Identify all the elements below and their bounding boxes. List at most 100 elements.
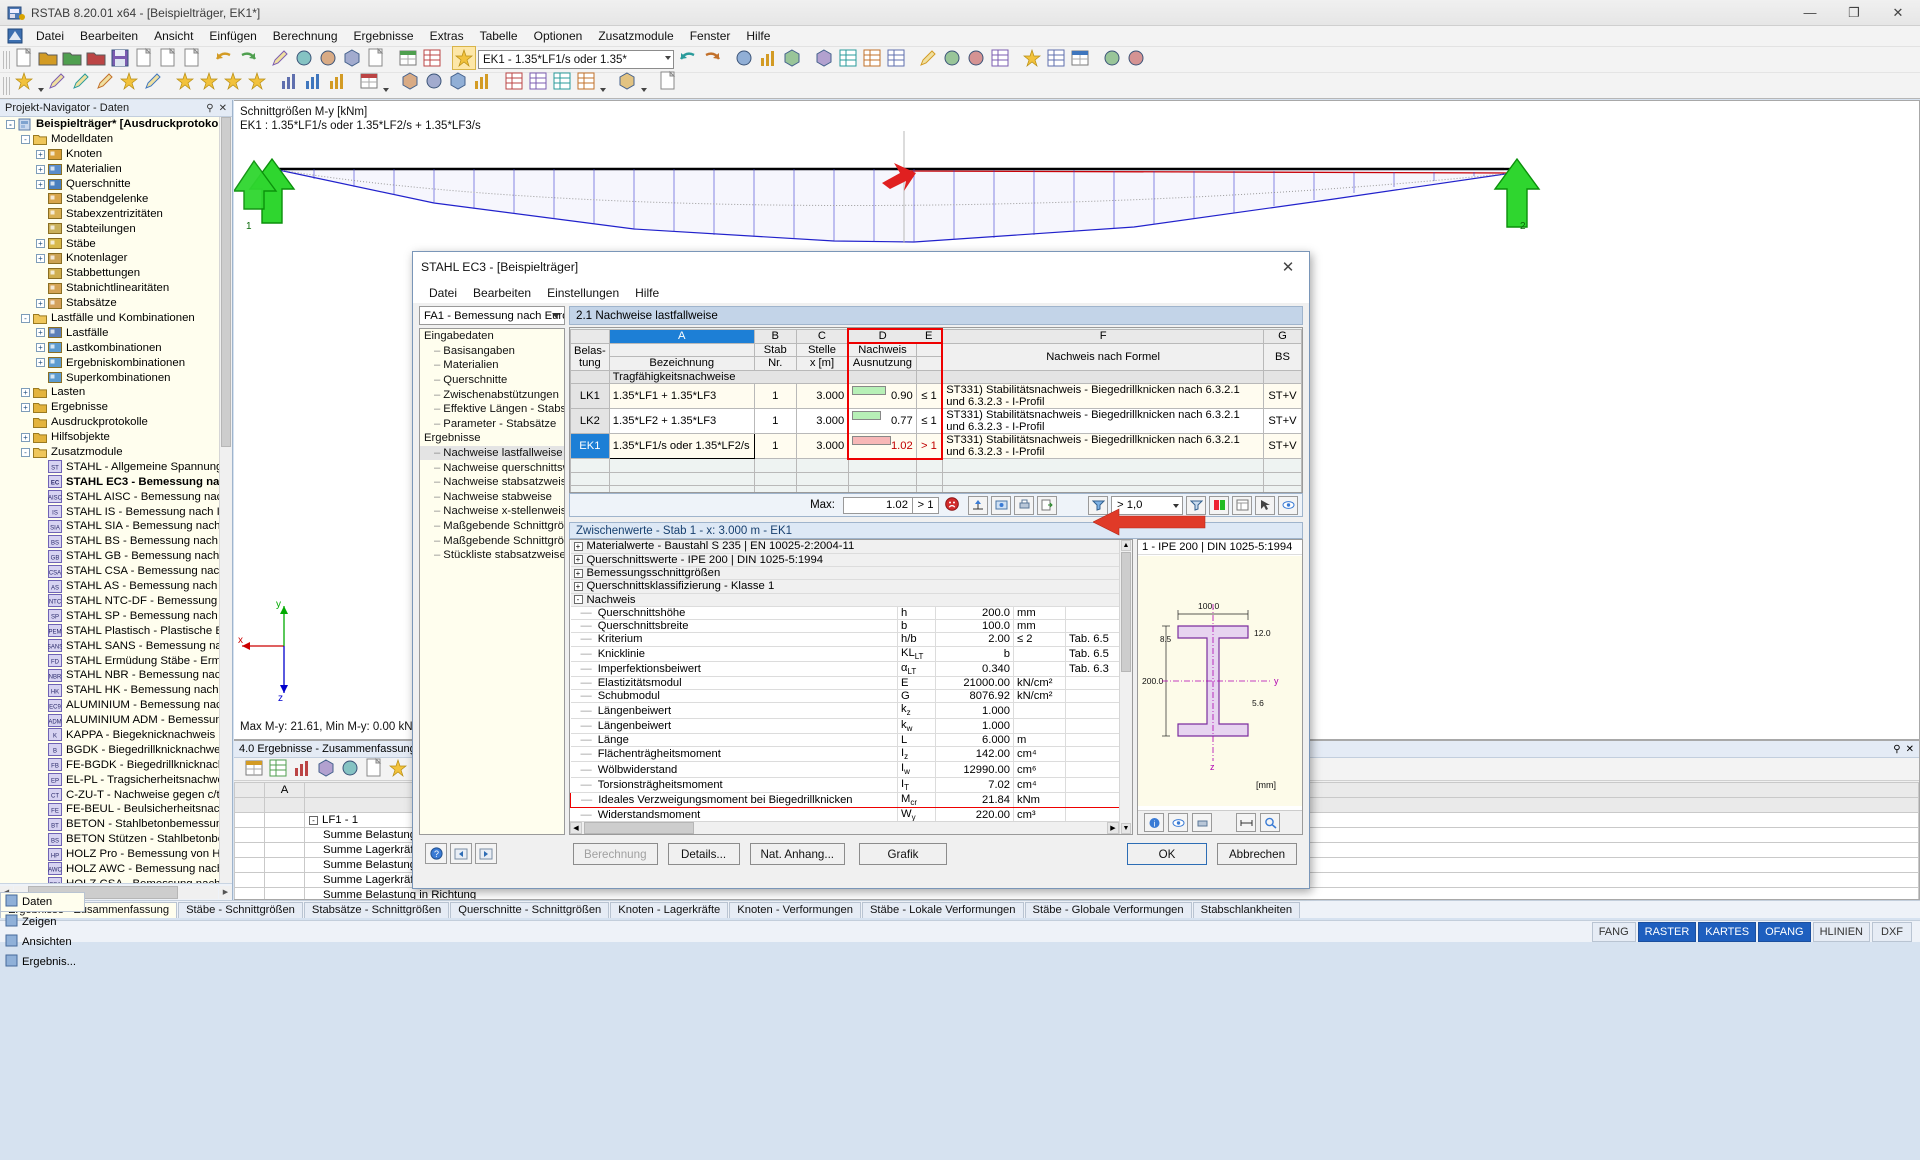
expand-icon[interactable]: +	[36, 328, 45, 338]
nav-item-30[interactable]: CSA STAHL CSA - Bemessung nach CSA	[0, 564, 232, 579]
res-row-desc[interactable]: Summe Belastung in Richtung	[304, 887, 1919, 899]
table-settings-icon[interactable]	[1232, 495, 1252, 515]
hscrollbar-thumb[interactable]	[584, 822, 694, 834]
load-new-icon[interactable]	[278, 70, 300, 92]
select-row-icon[interactable]	[1255, 495, 1275, 515]
redo-icon[interactable]	[237, 47, 259, 69]
nav-item-38[interactable]: HK STAHL HK - Bemessung nach HK	[0, 683, 232, 698]
expand-icon[interactable]: +	[36, 164, 45, 174]
res-refresh-icon[interactable]	[339, 757, 361, 779]
expand-icon[interactable]: +	[36, 239, 45, 249]
expand-icon[interactable]: +	[36, 253, 45, 263]
dialog-menu-hilfe[interactable]: Hilfe	[635, 285, 660, 300]
scroll-left-icon[interactable]: ◀	[570, 822, 582, 834]
detail-values-panel[interactable]: + Materialwerte - Baustahl S 235 | EN 100…	[569, 539, 1133, 835]
dialog-nav-2[interactable]: – Materialien	[420, 358, 564, 373]
dialog-nav-14[interactable]: –Maßgebende Schnittgrößen sta	[420, 533, 564, 548]
dialog-nav-list[interactable]: Eingabedaten – Basisangaben – Materialien – Qu…	[419, 328, 565, 835]
nav-item-11[interactable]: Stabnichtlinearitäten	[0, 281, 232, 296]
collapse-icon[interactable]: -	[21, 447, 30, 457]
collapse-icon[interactable]: -	[21, 134, 30, 144]
dialog-nav-11[interactable]: – Nachweise stabweise	[420, 490, 564, 505]
res-select-icon[interactable]	[387, 757, 409, 779]
zoom-in-icon[interactable]	[293, 47, 315, 69]
menu-fenster[interactable]: Fenster	[689, 29, 731, 43]
nav-item-27[interactable]: SIA STAHL SIA - Bemessung nach SIA	[0, 519, 232, 534]
new-file-icon[interactable]	[13, 47, 35, 69]
expand-icon[interactable]: +	[573, 581, 583, 591]
dialog-nav-8[interactable]: – Nachweise lastfallweise	[420, 445, 564, 461]
tab-stabschlankheiten[interactable]: Stabschlankheiten	[1192, 902, 1301, 918]
help-icon[interactable]	[1125, 47, 1147, 69]
nav-item-46[interactable]: FE FE-BEUL - Beulsicherheitsnachweis	[0, 802, 232, 817]
scroll-right-icon[interactable]: ▶	[1107, 822, 1119, 834]
nav-item-48[interactable]: BS BETON Stützen - Stahlbetonbeme	[0, 832, 232, 847]
tab-st-be-lokale-verformungen[interactable]: Stäbe - Lokale Verformungen	[861, 902, 1024, 918]
collapse-icon[interactable]: -	[309, 816, 318, 825]
goto-location-icon[interactable]	[968, 495, 988, 515]
open-file-icon[interactable]	[37, 47, 59, 69]
maximize-button[interactable]: ❐	[1848, 4, 1860, 20]
xsec-zoom-icon[interactable]	[1260, 813, 1280, 832]
expand-icon[interactable]: +	[36, 149, 45, 159]
minimize-button[interactable]: —	[1803, 5, 1817, 20]
menu-bearbeiten[interactable]: Bearbeiten	[80, 29, 139, 43]
nav-item-47[interactable]: BT BETON - Stahlbetonbemessung von	[0, 817, 232, 832]
menu-datei[interactable]: Datei	[36, 29, 65, 43]
nav-item-13[interactable]: - Lastfälle und Kombinationen	[0, 311, 232, 326]
menu-einf-gen[interactable]: Einfügen	[209, 29, 257, 43]
zoom-all-icon[interactable]	[317, 47, 339, 69]
nav-item-3[interactable]: + Materialien	[0, 162, 232, 177]
dropdown-arrow-icon[interactable]	[36, 79, 45, 101]
nav-item-0[interactable]: - Beispielträger* [Ausdruckprotokoll]	[0, 117, 232, 132]
dialog-nav-15[interactable]: – Stückliste stabsatzweise	[420, 548, 564, 563]
expand-icon[interactable]: +	[21, 387, 30, 397]
col-letter-c[interactable]: C	[795, 328, 849, 344]
zoom-window-icon[interactable]	[941, 47, 963, 69]
print-preview-icon[interactable]	[157, 47, 179, 69]
xsec-view-icon[interactable]	[1168, 813, 1188, 832]
dialog-close-button[interactable]: ✕	[1281, 258, 1295, 276]
nav-item-15[interactable]: + Lastkombinationen	[0, 340, 232, 355]
nav-item-28[interactable]: BS STAHL BS - Bemessung nach BS	[0, 534, 232, 549]
status-toggle-ofang[interactable]: OFANG	[1758, 921, 1811, 942]
member-ecc-icon[interactable]	[142, 70, 164, 92]
details-button[interactable]: Details...	[667, 843, 740, 865]
dialog-nav-1[interactable]: – Basisangaben	[420, 344, 564, 359]
status-toggle-hlinien[interactable]: HLINIEN	[1812, 921, 1870, 942]
berechnung-button[interactable]: Berechnung	[573, 843, 658, 865]
menu-extras[interactable]: Extras	[429, 29, 464, 43]
import-icon[interactable]	[85, 47, 107, 69]
view-iso-icon[interactable]	[813, 47, 835, 69]
nav-item-16[interactable]: + Ergebniskombinationen	[0, 355, 232, 370]
nav-item-49[interactable]: HP HOLZ Pro - Bemessung von Holzs	[0, 847, 232, 862]
col-letter-d[interactable]: D	[847, 328, 917, 344]
select-icon[interactable]	[341, 47, 363, 69]
member-set-icon[interactable]	[118, 70, 140, 92]
copy-icon[interactable]	[365, 47, 387, 69]
menu-berechnung[interactable]: Berechnung	[272, 29, 338, 43]
col-letter-a[interactable]: A	[608, 328, 755, 344]
nav-item-22[interactable]: - Zusatzmodule	[0, 445, 232, 460]
status-tab-daten[interactable]: Daten	[0, 891, 86, 912]
detail-section-label[interactable]: + Querschnittsklassifizierung - Klasse 1	[570, 579, 1132, 594]
expand-icon[interactable]: +	[573, 555, 583, 565]
dialog-nav-0[interactable]: Eingabedaten	[420, 329, 564, 344]
row-bezeichnung[interactable]: 1.35*LF1/s oder 1.35*LF2/s	[608, 433, 755, 459]
diag-y-icon[interactable]	[503, 70, 525, 92]
row-load-case[interactable]: EK1	[570, 433, 610, 459]
load-case-combo[interactable]: EK1 - 1.35*LF1/s oder 1.35*	[478, 50, 674, 69]
nav-item-18[interactable]: + Lasten	[0, 385, 232, 400]
dialog-nav-10[interactable]: – Nachweise stabsatzweise	[420, 475, 564, 490]
print-table-icon[interactable]	[1014, 495, 1034, 515]
tab-querschnitte-schnittgr-en[interactable]: Querschnitte - Schnittgrößen	[450, 902, 610, 918]
nav-item-26[interactable]: IS STAHL IS - Bemessung nach IS	[0, 504, 232, 519]
open-recent-icon[interactable]	[61, 47, 83, 69]
prev-lc-icon[interactable]	[677, 47, 699, 69]
show-result-icon[interactable]	[991, 495, 1011, 515]
expand-icon[interactable]: +	[573, 568, 583, 578]
status-toggle-raster[interactable]: RASTER	[1637, 921, 1697, 942]
nav-item-17[interactable]: Superkombinationen	[0, 370, 232, 385]
diag-n-icon[interactable]	[575, 70, 597, 92]
nav-item-19[interactable]: + Ergebnisse	[0, 400, 232, 415]
